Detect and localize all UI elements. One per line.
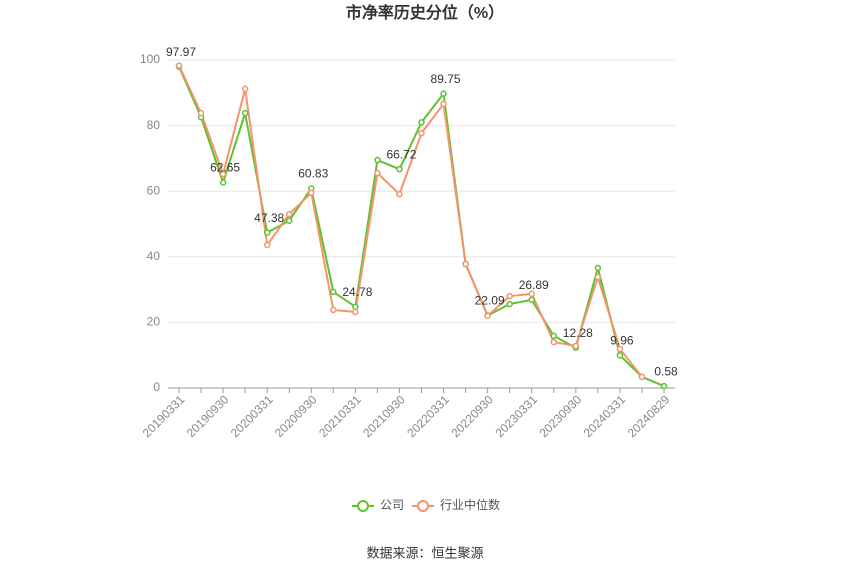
point <box>330 288 337 296</box>
point <box>219 179 227 186</box>
x-tick-label: 20190930 <box>184 392 232 440</box>
x-tick-label: 20210331 <box>316 392 364 440</box>
x-tick-label: 20190331 <box>140 392 188 440</box>
point <box>219 170 227 178</box>
legend-label: 公司 <box>380 498 404 512</box>
data-label: 60.83 <box>298 167 328 181</box>
point <box>528 290 535 298</box>
point <box>550 338 558 346</box>
point <box>396 190 403 198</box>
point <box>308 189 315 197</box>
data-label: 24.78 <box>342 285 372 299</box>
y-tick-label: 0 <box>153 380 160 394</box>
x-tick-label: 20240331 <box>581 392 629 440</box>
point <box>352 303 359 310</box>
y-tick-label: 20 <box>147 315 161 329</box>
point <box>484 312 491 320</box>
point <box>594 264 602 272</box>
x-tick-label: 20200930 <box>272 392 320 440</box>
point <box>440 100 447 108</box>
data-label: 9.96 <box>610 334 634 348</box>
point <box>506 292 513 300</box>
series-line <box>178 65 643 378</box>
data-label: 0.58 <box>654 364 678 378</box>
point <box>462 260 469 268</box>
point <box>550 332 558 340</box>
data-label: 47.38 <box>254 211 284 225</box>
x-tick-label: 20220930 <box>448 392 496 440</box>
data-label: 89.75 <box>431 72 461 86</box>
point <box>572 342 580 350</box>
point <box>263 241 271 249</box>
point <box>418 119 425 126</box>
point <box>506 300 513 308</box>
point <box>660 382 668 390</box>
legend-marker <box>417 500 429 512</box>
point <box>263 229 271 236</box>
y-tick-label: 60 <box>147 183 161 197</box>
point <box>330 306 337 314</box>
y-tick-label: 40 <box>147 249 161 263</box>
point <box>440 90 447 97</box>
data-label: 22.09 <box>475 294 505 308</box>
point <box>285 217 293 224</box>
point <box>396 165 403 173</box>
point <box>175 62 183 69</box>
data-label: 12.28 <box>563 326 593 340</box>
x-tick-label: 20230331 <box>492 392 540 440</box>
point <box>418 129 425 137</box>
point <box>616 352 624 359</box>
data-label: 97.97 <box>166 45 196 59</box>
point <box>285 210 293 218</box>
point <box>241 85 249 93</box>
source-note: 数据来源：恒生聚源 <box>366 545 483 560</box>
legend-marker <box>357 500 369 512</box>
point <box>197 109 205 117</box>
data-label: 26.89 <box>519 278 549 292</box>
data-label: 62.65 <box>210 161 240 175</box>
x-tick-label: 20200331 <box>228 392 276 440</box>
y-tick-label: 100 <box>140 52 160 66</box>
chart-title: 市净率历史分位（%） <box>346 3 504 22</box>
x-tick-label: 20230930 <box>537 392 585 440</box>
x-tick-label: 20220331 <box>404 392 452 440</box>
point <box>616 345 624 353</box>
point <box>352 308 359 316</box>
point <box>528 296 535 304</box>
x-tick-label: 20240829 <box>625 392 673 440</box>
point <box>594 273 602 281</box>
x-tick-label: 20210930 <box>360 392 408 440</box>
y-tick-label: 80 <box>147 118 161 132</box>
point <box>374 156 381 164</box>
legend-label: 行业中位数 <box>440 497 500 512</box>
point <box>241 109 249 117</box>
point <box>638 373 646 381</box>
data-label: 66.72 <box>386 147 416 161</box>
point <box>374 169 381 177</box>
